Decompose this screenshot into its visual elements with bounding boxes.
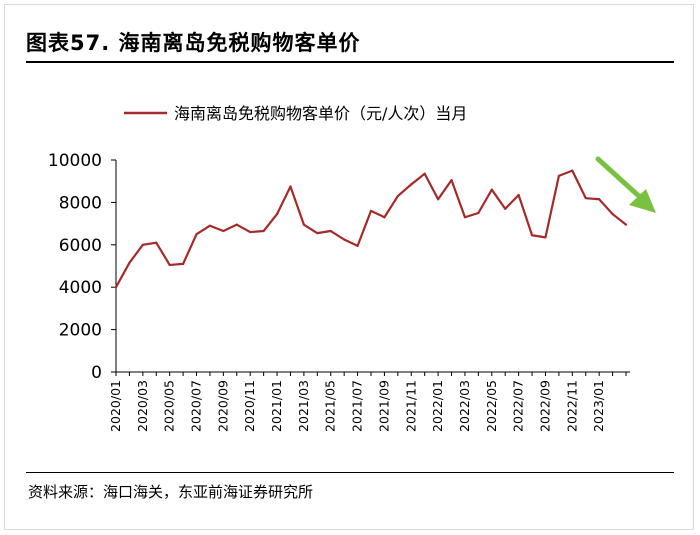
trend-arrow-head xyxy=(629,189,656,213)
x-tick-label: 2020/03 xyxy=(135,380,150,432)
x-tick-label: 2020/01 xyxy=(108,380,123,432)
figure-title: 图表57. 海南离岛免税购物客单价 xyxy=(26,31,361,55)
data-point xyxy=(343,238,346,241)
figure-frame xyxy=(4,4,694,530)
data-point xyxy=(463,216,467,219)
x-tick-label: 2022/03 xyxy=(457,380,472,432)
data-point xyxy=(571,169,574,172)
data-point xyxy=(155,241,158,244)
data-point xyxy=(114,286,118,289)
x-tick-label: 2023/01 xyxy=(591,380,606,432)
x-tick-label: 2022/09 xyxy=(537,380,552,432)
x-tick-label: 2021/05 xyxy=(323,380,338,432)
data-point xyxy=(356,244,359,247)
data-point xyxy=(584,197,587,200)
data-point xyxy=(544,236,547,239)
x-axis-ticks: 2020/01 2020/03 2020/05 2020/07 2020/09 2020/… xyxy=(108,372,627,432)
x-tick-label: 2022/01 xyxy=(430,380,445,432)
x-tick-label: 2020/07 xyxy=(189,380,204,432)
data-point xyxy=(141,243,144,246)
data-point xyxy=(490,188,493,191)
x-tick-label: 2021/03 xyxy=(296,380,311,432)
data-point xyxy=(423,172,426,175)
y-axis-ticks: 0 2000 4000 6000 8000 10000 xyxy=(48,151,116,383)
x-tick-label: 2020/11 xyxy=(242,380,257,432)
x-tick-label: 2021/09 xyxy=(376,380,391,432)
data-point xyxy=(396,194,399,198)
data-point xyxy=(530,234,534,237)
data-point xyxy=(289,185,292,188)
x-tick-label: 2021/11 xyxy=(403,380,418,432)
source-rule xyxy=(26,472,674,473)
source-note: 资料来源：海口海关，东亚前海证券研究所 xyxy=(28,483,314,501)
data-point xyxy=(383,216,386,219)
data-points xyxy=(114,169,628,289)
y-tick-label: 2000 xyxy=(59,321,102,341)
data-point xyxy=(168,263,171,267)
x-tick-label: 2020/09 xyxy=(215,380,230,432)
x-tick-label: 2020/05 xyxy=(162,380,177,432)
trend-arrow-shaft xyxy=(595,156,644,201)
data-point xyxy=(195,233,198,236)
data-point xyxy=(410,183,413,186)
x-tick-label: 2021/01 xyxy=(269,380,284,432)
y-tick-label: 0 xyxy=(91,363,102,383)
data-point xyxy=(182,262,185,265)
data-point xyxy=(316,232,319,235)
data-point xyxy=(235,223,238,226)
x-tick-label: 2022/05 xyxy=(484,380,499,432)
data-point xyxy=(222,229,225,233)
y-tick-label: 10000 xyxy=(48,151,102,171)
data-point xyxy=(262,229,265,233)
legend-label: 海南离岛免税购物客单价（元/人次）当月 xyxy=(174,104,467,123)
data-point xyxy=(611,212,614,216)
x-tick-label: 2022/07 xyxy=(511,380,526,432)
data-point xyxy=(329,229,332,233)
series-line xyxy=(115,169,627,288)
data-point xyxy=(477,211,480,215)
x-tick-label: 2021/07 xyxy=(350,380,365,432)
data-point xyxy=(598,198,601,201)
data-point xyxy=(437,198,440,201)
y-tick-label: 4000 xyxy=(59,278,102,298)
x-tick-label: 2022/11 xyxy=(564,380,579,432)
data-point xyxy=(557,174,560,177)
data-point xyxy=(275,212,279,216)
data-point xyxy=(249,230,252,234)
title-rule xyxy=(26,61,674,63)
data-point xyxy=(369,209,373,212)
data-point xyxy=(504,207,507,210)
y-tick-label: 8000 xyxy=(59,193,102,213)
data-point xyxy=(624,223,628,226)
data-point xyxy=(450,179,453,182)
y-tick-label: 6000 xyxy=(59,236,102,256)
legend: 海南离岛免税购物客单价（元/人次）当月 xyxy=(124,104,467,123)
data-point xyxy=(517,193,520,197)
data-point xyxy=(302,223,305,226)
trend-arrow-annotation xyxy=(595,156,656,213)
chart-axes xyxy=(115,160,630,373)
data-point xyxy=(208,224,212,227)
data-point xyxy=(128,261,131,264)
